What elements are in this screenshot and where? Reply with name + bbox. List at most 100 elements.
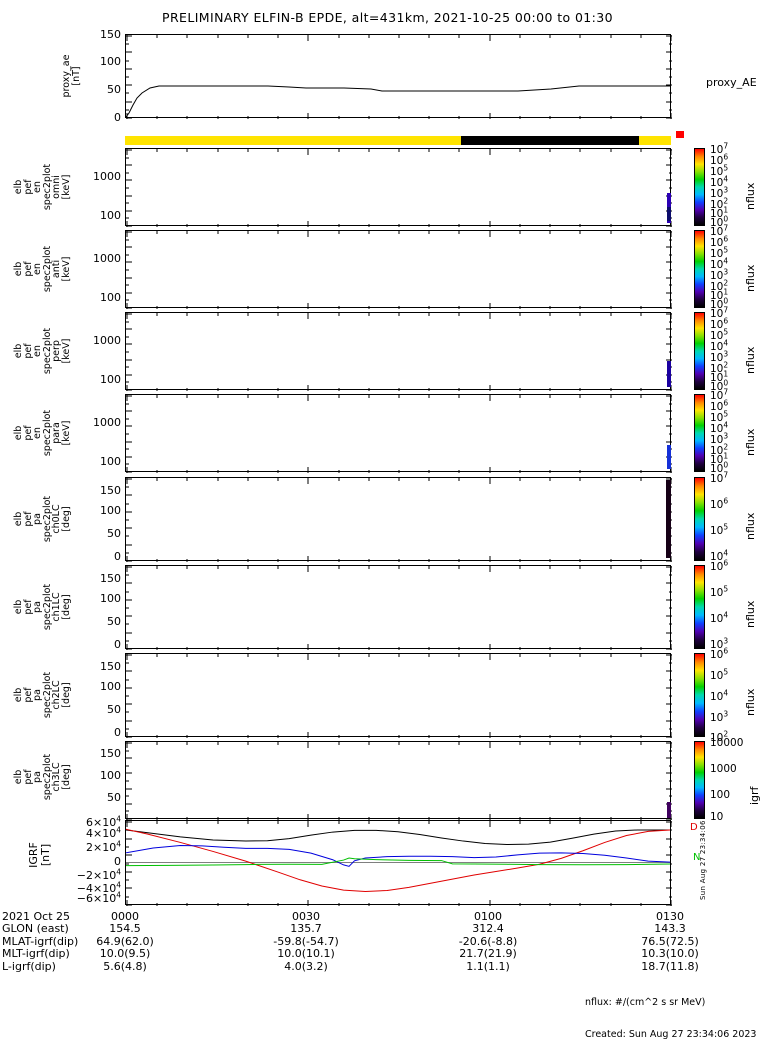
cblab-anti-4: 104 [710,256,729,271]
l-label: L-igrf(dip) [2,959,56,973]
cblab-para-7: 107 [710,387,729,402]
cblab-ch3-10000: 10000 [710,737,744,749]
panel-igrf[interactable] [125,820,672,906]
cblab-omni-0: 100 [710,214,729,229]
panel-pa-ch2LC[interactable] [125,653,672,738]
panel-en-perp[interactable] [125,312,672,391]
cblab-omni-5: 105 [710,163,729,178]
cblab-ch2-5: 105 [710,667,729,682]
spec-data-column [667,802,671,818]
cbtitle-ch0: nflux [744,512,757,540]
ytick-para-100: 100 [100,455,121,468]
ytick-igrf-p6: 6×104 [86,814,121,829]
igrf-legend-N: N [693,852,701,863]
mlat-val-0: 64.9(62.0) [96,934,154,948]
igrf-legend-D: D [690,822,698,833]
l-val-3: 18.7(11.8) [641,959,699,973]
ytick-ch2-150: 150 [100,660,121,673]
ytick-para-1000: 1000 [93,416,121,429]
ytick-0: 0 [114,111,121,124]
ytick-ch0-0: 0 [114,550,121,563]
spec-data-column-2 [667,207,671,221]
ytick-igrf-p2: 2×104 [86,839,121,854]
cblab-ch1-4: 104 [710,610,729,625]
panel-pa-ch1LC[interactable] [125,565,672,650]
panel-en-omni-ylabel: elb pef en spec2plot omni [keV] [13,163,72,211]
science-zone-status-bar[interactable] [125,136,671,145]
ytick-ch0-100: 100 [100,504,121,517]
cblab-anti-0: 100 [710,296,729,311]
ytick-ch1-0: 0 [114,638,121,651]
panel-pa-ch0LC-ylabel: elb pef pa spec2plot ch0LC [deg] [13,495,72,543]
cblab-omni-1: 101 [710,205,729,220]
ytick-ch3-100: 100 [100,769,121,782]
panel-ticks [126,566,672,650]
panel-ticks [126,742,672,820]
mlt-val-0: 10.0(9.5) [99,947,151,961]
time-tick-3: 0130 [656,910,684,923]
cbtitle-omni: nflux [744,182,757,210]
cbtitle-para: nflux [744,428,757,456]
glon-val-2: 312.4 [472,922,504,936]
panel-en-anti[interactable] [125,230,672,309]
cblab-ch1-6: 106 [710,558,729,573]
cblab-ch3-100: 100 [710,789,731,801]
ytick-igrf-p4: 4×104 [86,825,121,840]
panel-en-para[interactable] [125,394,672,473]
ytick-perp-1000: 1000 [93,334,121,347]
ytick-igrf-m4: −4×104 [76,880,121,895]
cblab-omni-2: 102 [710,196,729,211]
colorbar-pa-ch3LC [694,741,705,819]
proxy-ae-right-label: proxy_AE [706,76,757,89]
glon-val-0: 154.5 [109,922,141,936]
ytick-omni-1000: 1000 [93,170,121,183]
status-red-marker [676,131,684,138]
panel-proxy-ae[interactable] [125,34,672,119]
cblab-ch0-4: 104 [710,548,729,563]
spec-data-column [667,361,671,387]
status-segment-1 [125,136,461,145]
ytick-ch1-100: 100 [100,592,121,605]
axis-row-l: L-igrf(dip) 5.6(4.8) 4.0(3.2) 1.1(1.1) 1… [2,959,773,973]
glon-val-3: 143.3 [654,922,686,936]
date-label: 2021 Oct 25 [2,910,71,923]
cblab-ch1-5: 105 [710,584,729,599]
panel-pa-ch3LC[interactable] [125,741,672,820]
l-val-1: 4.0(3.2) [284,959,328,973]
panel-pa-ch3LC-ylabel: elb pef pa spec2plot ch3LC [deg] [13,753,72,801]
cblab-anti-3: 103 [710,267,729,282]
colorbar-pa-ch1LC [694,565,705,649]
cblab-para-4: 104 [710,420,729,435]
panel-ticks [126,478,672,562]
panel-en-para-ylabel: elb pef en spec2plot para [keV] [13,409,72,457]
axis-row-time: 2021 Oct 25 0000 0030 0100 0130 [2,910,773,923]
igrf-traces [126,821,670,904]
ytick-omni-100: 100 [100,209,121,222]
panel-ticks [126,395,672,473]
panel-en-omni[interactable] [125,148,672,227]
axis-row-glon: GLON (east) 154.5 135.7 312.4 143.3 [2,922,773,936]
panel-pa-ch2LC-ylabel: elb pef pa spec2plot ch2LC [deg] [13,671,72,719]
cblab-anti-1: 101 [710,287,729,302]
cblab-perp-4: 104 [710,338,729,353]
axis-row-mlt: MLT-igrf(dip) 10.0(9.5) 10.0(10.1) 21.7(… [2,947,773,961]
ytick-igrf-m6: −6×104 [76,890,121,905]
ytick-ch2-0: 0 [114,726,121,739]
cblab-omni-6: 106 [710,152,729,167]
colorbar-pa-ch0LC [694,477,705,561]
cbtitle-ch1: nflux [744,600,757,628]
time-tick-1: 0030 [292,910,320,923]
ytick-ch3-50: 50 [107,791,121,804]
mlt-label: MLT-igrf(dip) [2,947,70,961]
cblab-perp-2: 102 [710,360,729,375]
status-segment-3 [639,136,671,145]
glon-val-1: 135.7 [290,922,322,936]
ytick-ch3-150: 150 [100,747,121,760]
cblab-perp-6: 106 [710,316,729,331]
ytick-ch1-150: 150 [100,572,121,585]
ytick-150: 150 [100,28,121,41]
status-segment-2 [460,136,640,145]
cblab-perp-7: 107 [710,305,729,320]
panel-pa-ch0LC[interactable] [125,477,672,562]
time-tick-2: 0100 [474,910,502,923]
